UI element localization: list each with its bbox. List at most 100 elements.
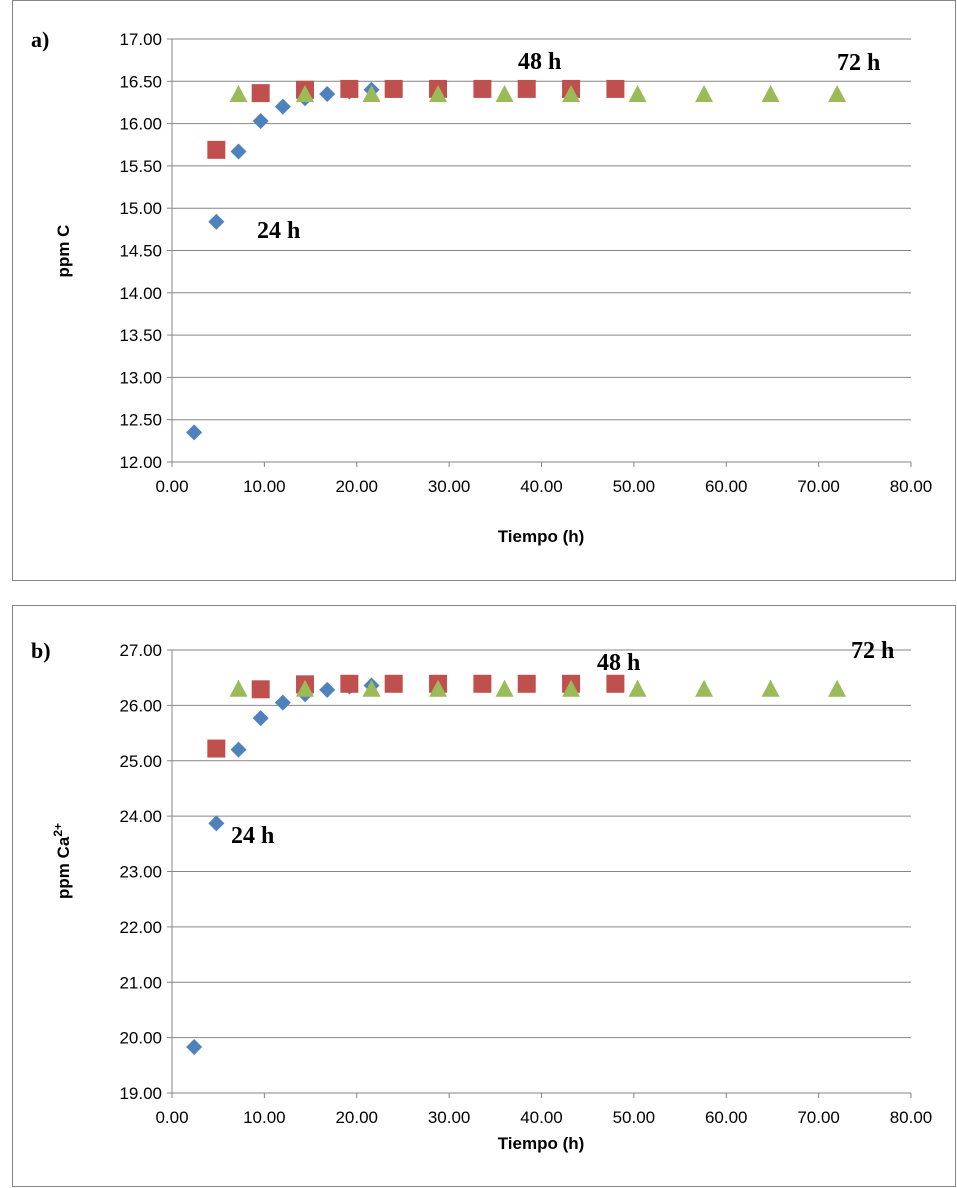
x-tick-label: 40.00 <box>520 477 563 496</box>
triangle-point <box>229 84 248 102</box>
chart-b-svg: 19.00 20.00 21.00 22.00 23.00 24.00 25.00 26.00… <box>31 638 933 1153</box>
square-point <box>606 674 625 693</box>
y-tick-label: 26.00 <box>119 696 162 715</box>
chart-a-svg: 12.00 12.50 13.00 13.50 14.00 14.50 15.00 15.50… <box>31 27 933 546</box>
triangle-point <box>695 84 714 102</box>
diamond-point <box>319 85 336 102</box>
y-tick-label: 21.00 <box>119 973 162 992</box>
square-point <box>473 674 492 693</box>
square-point <box>251 84 270 103</box>
square-point <box>207 739 226 758</box>
y-axis-title-b-main: ppm Ca <box>54 836 73 899</box>
x-tick-label: 30.00 <box>428 1108 471 1127</box>
diamond-point <box>186 1039 203 1056</box>
y-tick-label: 20.00 <box>119 1029 162 1048</box>
triangle-point <box>828 84 847 102</box>
y-tick-label: 12.00 <box>119 453 162 472</box>
square-point <box>340 674 359 693</box>
x-tick-label: 70.00 <box>797 477 840 496</box>
x-tick-label: 80.00 <box>890 1108 933 1127</box>
y-tick-label: 15.00 <box>119 199 162 218</box>
diamond-point <box>208 213 225 230</box>
triangle-point <box>429 84 448 102</box>
chart-panel-b: 19.00 20.00 21.00 22.00 23.00 24.00 25.00 26.00… <box>12 605 956 1187</box>
square-point <box>251 680 270 699</box>
triangle-point <box>828 679 847 697</box>
x-tick-label: 10.00 <box>243 477 286 496</box>
x-tick-label: 10.00 <box>243 1108 286 1127</box>
triangle-point <box>495 679 514 697</box>
panel-label-b: b) <box>31 638 51 663</box>
square-point <box>384 79 403 98</box>
annotation-24h-a: 24 h <box>257 218 300 244</box>
x-tick-label: 60.00 <box>705 1108 748 1127</box>
y-tick-label: 14.00 <box>119 284 162 303</box>
triangle-point <box>495 84 514 102</box>
y-tick-label: 15.50 <box>119 157 162 176</box>
x-axis-title-b: Tiempo (h) <box>498 1134 585 1153</box>
x-tick-label: 0.00 <box>155 1108 188 1127</box>
annotation-48h-b: 48 h <box>597 650 640 676</box>
chart-panel-a: 12.00 12.50 13.00 13.50 14.00 14.50 15.00 15.50… <box>12 0 956 581</box>
triangle-point <box>296 84 315 102</box>
triangle-point <box>562 84 581 102</box>
square-point <box>207 140 226 159</box>
triangle-point <box>296 679 315 697</box>
square-point <box>517 674 536 693</box>
annotation-48h-a: 48 h <box>518 49 561 75</box>
diamond-point <box>186 424 203 441</box>
y-tick-label: 13.00 <box>119 368 162 387</box>
diamond-point <box>230 741 247 758</box>
y-tick-label: 23.00 <box>119 863 162 882</box>
diamond-point <box>252 113 269 130</box>
triangle-point <box>761 679 780 697</box>
triangle-point <box>429 679 448 697</box>
panel-label-a: a) <box>31 27 49 52</box>
annotation-24h-b: 24 h <box>231 823 274 849</box>
triangle-point <box>362 84 381 102</box>
x-tick-label: 50.00 <box>613 477 656 496</box>
triangle-point <box>628 84 647 102</box>
y-tick-label: 19.00 <box>119 1084 162 1103</box>
y-tick-label: 22.00 <box>119 918 162 937</box>
triangle-point <box>761 84 780 102</box>
annotation-72h-a: 72 h <box>837 50 880 76</box>
diamond-point <box>274 98 291 115</box>
triangle-point <box>229 679 248 697</box>
diamond-point <box>230 143 247 160</box>
x-tick-label: 20.00 <box>335 477 378 496</box>
diamond-point <box>208 815 225 832</box>
y-tick-label: 27.00 <box>119 641 162 660</box>
diamond-point <box>319 681 336 698</box>
y-axis-title-b-sup: 2+ <box>51 823 65 837</box>
x-tick-label: 20.00 <box>335 1108 378 1127</box>
y-tick-label: 25.00 <box>119 752 162 771</box>
square-point <box>606 79 625 98</box>
triangle-point <box>695 679 714 697</box>
square-point <box>473 79 492 98</box>
x-tick-label: 50.00 <box>613 1108 656 1127</box>
x-tick-label: 0.00 <box>155 477 188 496</box>
y-tick-label: 17.00 <box>119 30 162 49</box>
y-tick-label: 24.00 <box>119 807 162 826</box>
y-tick-label: 16.50 <box>119 72 162 91</box>
annotation-72h-b: 72 h <box>851 638 894 664</box>
square-point <box>517 79 536 98</box>
square-point <box>384 674 403 693</box>
x-axis-title-a: Tiempo (h) <box>498 527 585 546</box>
y-axis-title-b: ppm Ca2+ <box>51 823 73 899</box>
x-tick-label: 30.00 <box>428 477 471 496</box>
x-axis-title-b-text: Tiempo (h) <box>498 1134 585 1153</box>
y-axis-title-a: ppm C <box>54 225 73 278</box>
y-tick-label: 13.50 <box>119 326 162 345</box>
diamond-point <box>252 710 269 727</box>
x-tick-label: 80.00 <box>890 477 933 496</box>
square-point <box>340 79 359 98</box>
triangle-point <box>562 679 581 697</box>
x-tick-label: 40.00 <box>520 1108 563 1127</box>
y-tick-label: 12.50 <box>119 411 162 430</box>
x-tick-label: 70.00 <box>797 1108 840 1127</box>
diamond-point <box>274 694 291 711</box>
triangle-point <box>362 679 381 697</box>
x-tick-label: 60.00 <box>705 477 748 496</box>
